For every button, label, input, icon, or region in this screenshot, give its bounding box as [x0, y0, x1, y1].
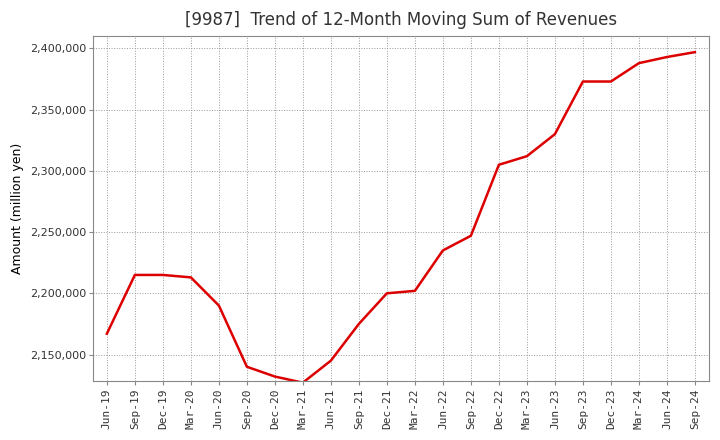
Y-axis label: Amount (million yen): Amount (million yen) [11, 143, 24, 275]
Title: [9987]  Trend of 12-Month Moving Sum of Revenues: [9987] Trend of 12-Month Moving Sum of R… [185, 11, 617, 29]
